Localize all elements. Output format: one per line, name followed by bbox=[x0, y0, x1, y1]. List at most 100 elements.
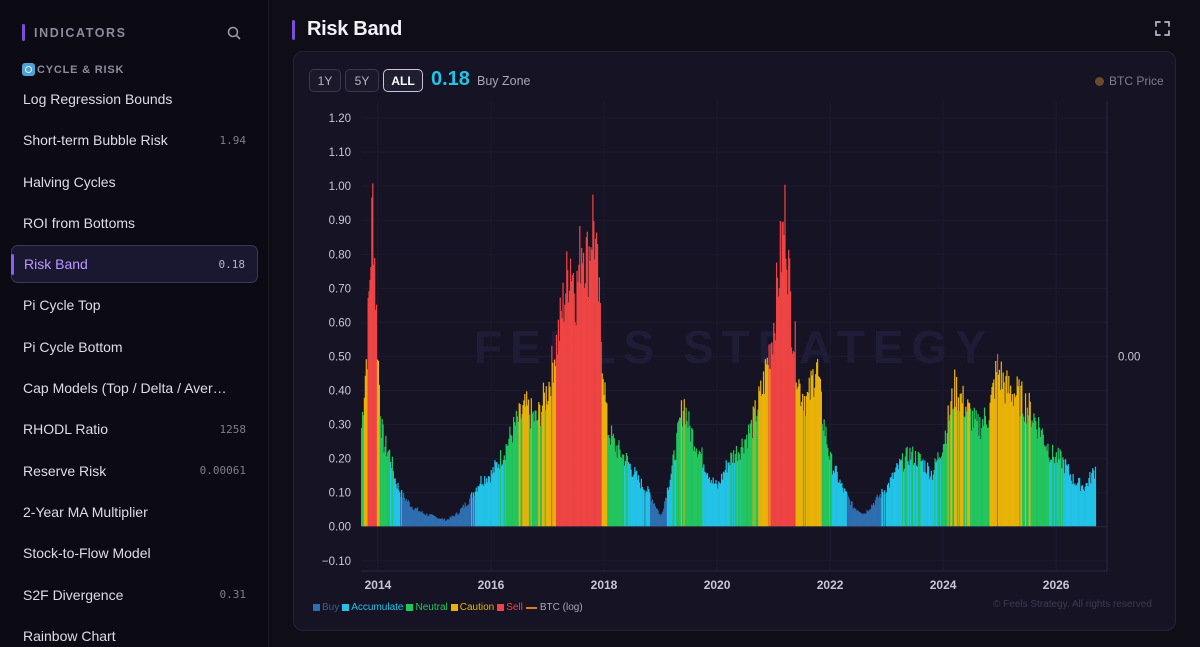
risk-bar bbox=[557, 319, 559, 527]
risk-bar bbox=[609, 437, 611, 527]
risk-bar bbox=[816, 362, 818, 527]
risk-bar bbox=[825, 426, 827, 527]
risk-bar bbox=[866, 509, 868, 527]
risk-bar bbox=[544, 410, 546, 527]
risk-bar bbox=[622, 454, 624, 527]
risk-bar bbox=[624, 460, 627, 527]
risk-bar bbox=[806, 391, 808, 527]
sidebar-item-label: Risk Band bbox=[24, 256, 88, 273]
risk-bar bbox=[761, 393, 764, 527]
sidebar-item-roi-from-bottoms[interactable]: ROI from Bottoms bbox=[11, 204, 258, 242]
sidebar-item-risk-band[interactable]: Risk Band 0.18 bbox=[11, 245, 258, 284]
risk-bar bbox=[418, 511, 421, 527]
risk-bar bbox=[609, 444, 612, 527]
risk-bar bbox=[650, 495, 652, 527]
sidebar-item-rhodl-ratio[interactable]: RHODL Ratio 1258 bbox=[11, 410, 258, 448]
risk-bar bbox=[872, 505, 874, 527]
legend-label: BTC (log) bbox=[539, 602, 583, 613]
legend-item-btc-log[interactable]: BTC (log) bbox=[525, 602, 585, 613]
risk-bar bbox=[701, 447, 703, 527]
risk-bar bbox=[1081, 485, 1084, 527]
risk-bar bbox=[729, 465, 731, 527]
risk-bar bbox=[494, 460, 496, 527]
sidebar-item-rainbow-chart[interactable]: Rainbow Chart bbox=[11, 617, 258, 647]
risk-bar bbox=[580, 283, 582, 527]
risk-bar bbox=[976, 421, 978, 527]
risk-bar bbox=[502, 460, 504, 527]
sidebar-item-reserve-risk[interactable]: Reserve Risk 0.00061 bbox=[11, 452, 258, 490]
risk-bar bbox=[567, 269, 569, 527]
legend-item-accumulate[interactable]: Accumulate bbox=[342, 602, 405, 613]
sidebar-item-short-term-bubble-risk[interactable]: Short-term Bubble Risk 1.94 bbox=[11, 121, 258, 159]
risk-bar bbox=[864, 513, 866, 527]
risk-bar bbox=[799, 383, 801, 527]
risk-bar bbox=[1014, 397, 1016, 527]
risk-bar bbox=[1004, 403, 1006, 527]
legend-item-sell[interactable]: Sell bbox=[497, 602, 525, 613]
sidebar-item-log-regression-bounds[interactable]: Log Regression Bounds bbox=[11, 80, 258, 118]
sidebar-item-halving-cycles[interactable]: Halving Cycles bbox=[11, 163, 258, 201]
risk-bar bbox=[1010, 401, 1013, 527]
risk-bar bbox=[431, 514, 434, 527]
legend-btc-price[interactable]: BTC Price bbox=[1095, 74, 1164, 88]
risk-bar bbox=[937, 452, 939, 527]
risk-bar bbox=[941, 452, 944, 527]
risk-bar bbox=[659, 514, 661, 527]
search-icon[interactable] bbox=[226, 25, 242, 41]
risk-bar bbox=[719, 482, 721, 527]
risk-bar bbox=[621, 457, 623, 527]
legend-item-neutral[interactable]: Neutral bbox=[406, 602, 449, 613]
risk-bar bbox=[824, 436, 826, 527]
risk-bar bbox=[409, 506, 411, 527]
risk-bar bbox=[464, 502, 466, 527]
range-5y-button[interactable]: 5Y bbox=[345, 69, 379, 92]
risk-bar bbox=[1083, 491, 1085, 527]
risk-bar bbox=[601, 373, 603, 527]
risk-bar bbox=[407, 499, 409, 527]
risk-bar bbox=[842, 487, 844, 527]
range-all-button[interactable]: ALL bbox=[383, 69, 423, 92]
risk-bar bbox=[856, 510, 858, 527]
risk-bar bbox=[745, 439, 747, 527]
risk-bar bbox=[645, 490, 647, 527]
legend-item-buy[interactable]: Buy bbox=[313, 602, 341, 613]
risk-bar bbox=[657, 510, 659, 527]
sidebar-item-s2f-divergence[interactable]: S2F Divergence 0.31 bbox=[11, 576, 258, 614]
risk-bar bbox=[885, 492, 888, 527]
risk-bar bbox=[555, 334, 558, 527]
range-1y-button[interactable]: 1Y bbox=[309, 69, 341, 92]
sidebar-item-cap-models-top-delta-averag[interactable]: Cap Models (Top / Delta / Averag… bbox=[11, 369, 258, 407]
risk-bar bbox=[689, 425, 691, 527]
expand-icon[interactable] bbox=[1154, 20, 1171, 37]
risk-bar bbox=[1061, 468, 1063, 527]
risk-bar bbox=[491, 473, 493, 527]
risk-bar bbox=[369, 279, 371, 527]
risk-bar bbox=[980, 439, 982, 527]
sidebar-item-pi-cycle-bottom[interactable]: Pi Cycle Bottom bbox=[11, 328, 258, 366]
risk-bar bbox=[588, 246, 590, 527]
sidebar-item-2-year-ma-multiplier[interactable]: 2-Year MA Multiplier bbox=[11, 493, 258, 531]
legend-item-caution[interactable]: Caution bbox=[450, 602, 496, 613]
risk-bar bbox=[532, 411, 534, 527]
risk-bar bbox=[608, 434, 610, 527]
risk-bar bbox=[372, 183, 374, 527]
risk-bar bbox=[792, 351, 794, 527]
risk-bar bbox=[757, 409, 759, 527]
risk-bar bbox=[982, 425, 985, 527]
y-tick-label: 0.30 bbox=[329, 420, 351, 432]
risk-bar bbox=[417, 511, 420, 527]
risk-bar bbox=[747, 424, 750, 527]
risk-bar bbox=[397, 482, 399, 527]
risk-bar bbox=[982, 419, 984, 527]
risk-bar bbox=[582, 252, 585, 527]
sidebar-item-pi-cycle-top[interactable]: Pi Cycle Top bbox=[11, 286, 258, 324]
risk-bar bbox=[1074, 483, 1076, 527]
y-tick-label: 0.80 bbox=[329, 249, 351, 261]
sidebar-item-stock-to-flow-model[interactable]: Stock-to-Flow Model bbox=[11, 534, 258, 572]
risk-bar bbox=[517, 421, 519, 527]
sidebar-item-label: RHODL Ratio bbox=[23, 421, 109, 438]
risk-bar bbox=[513, 422, 516, 527]
risk-bar bbox=[1077, 482, 1079, 527]
risk-bar bbox=[362, 415, 365, 527]
risk-bar bbox=[1028, 392, 1030, 527]
